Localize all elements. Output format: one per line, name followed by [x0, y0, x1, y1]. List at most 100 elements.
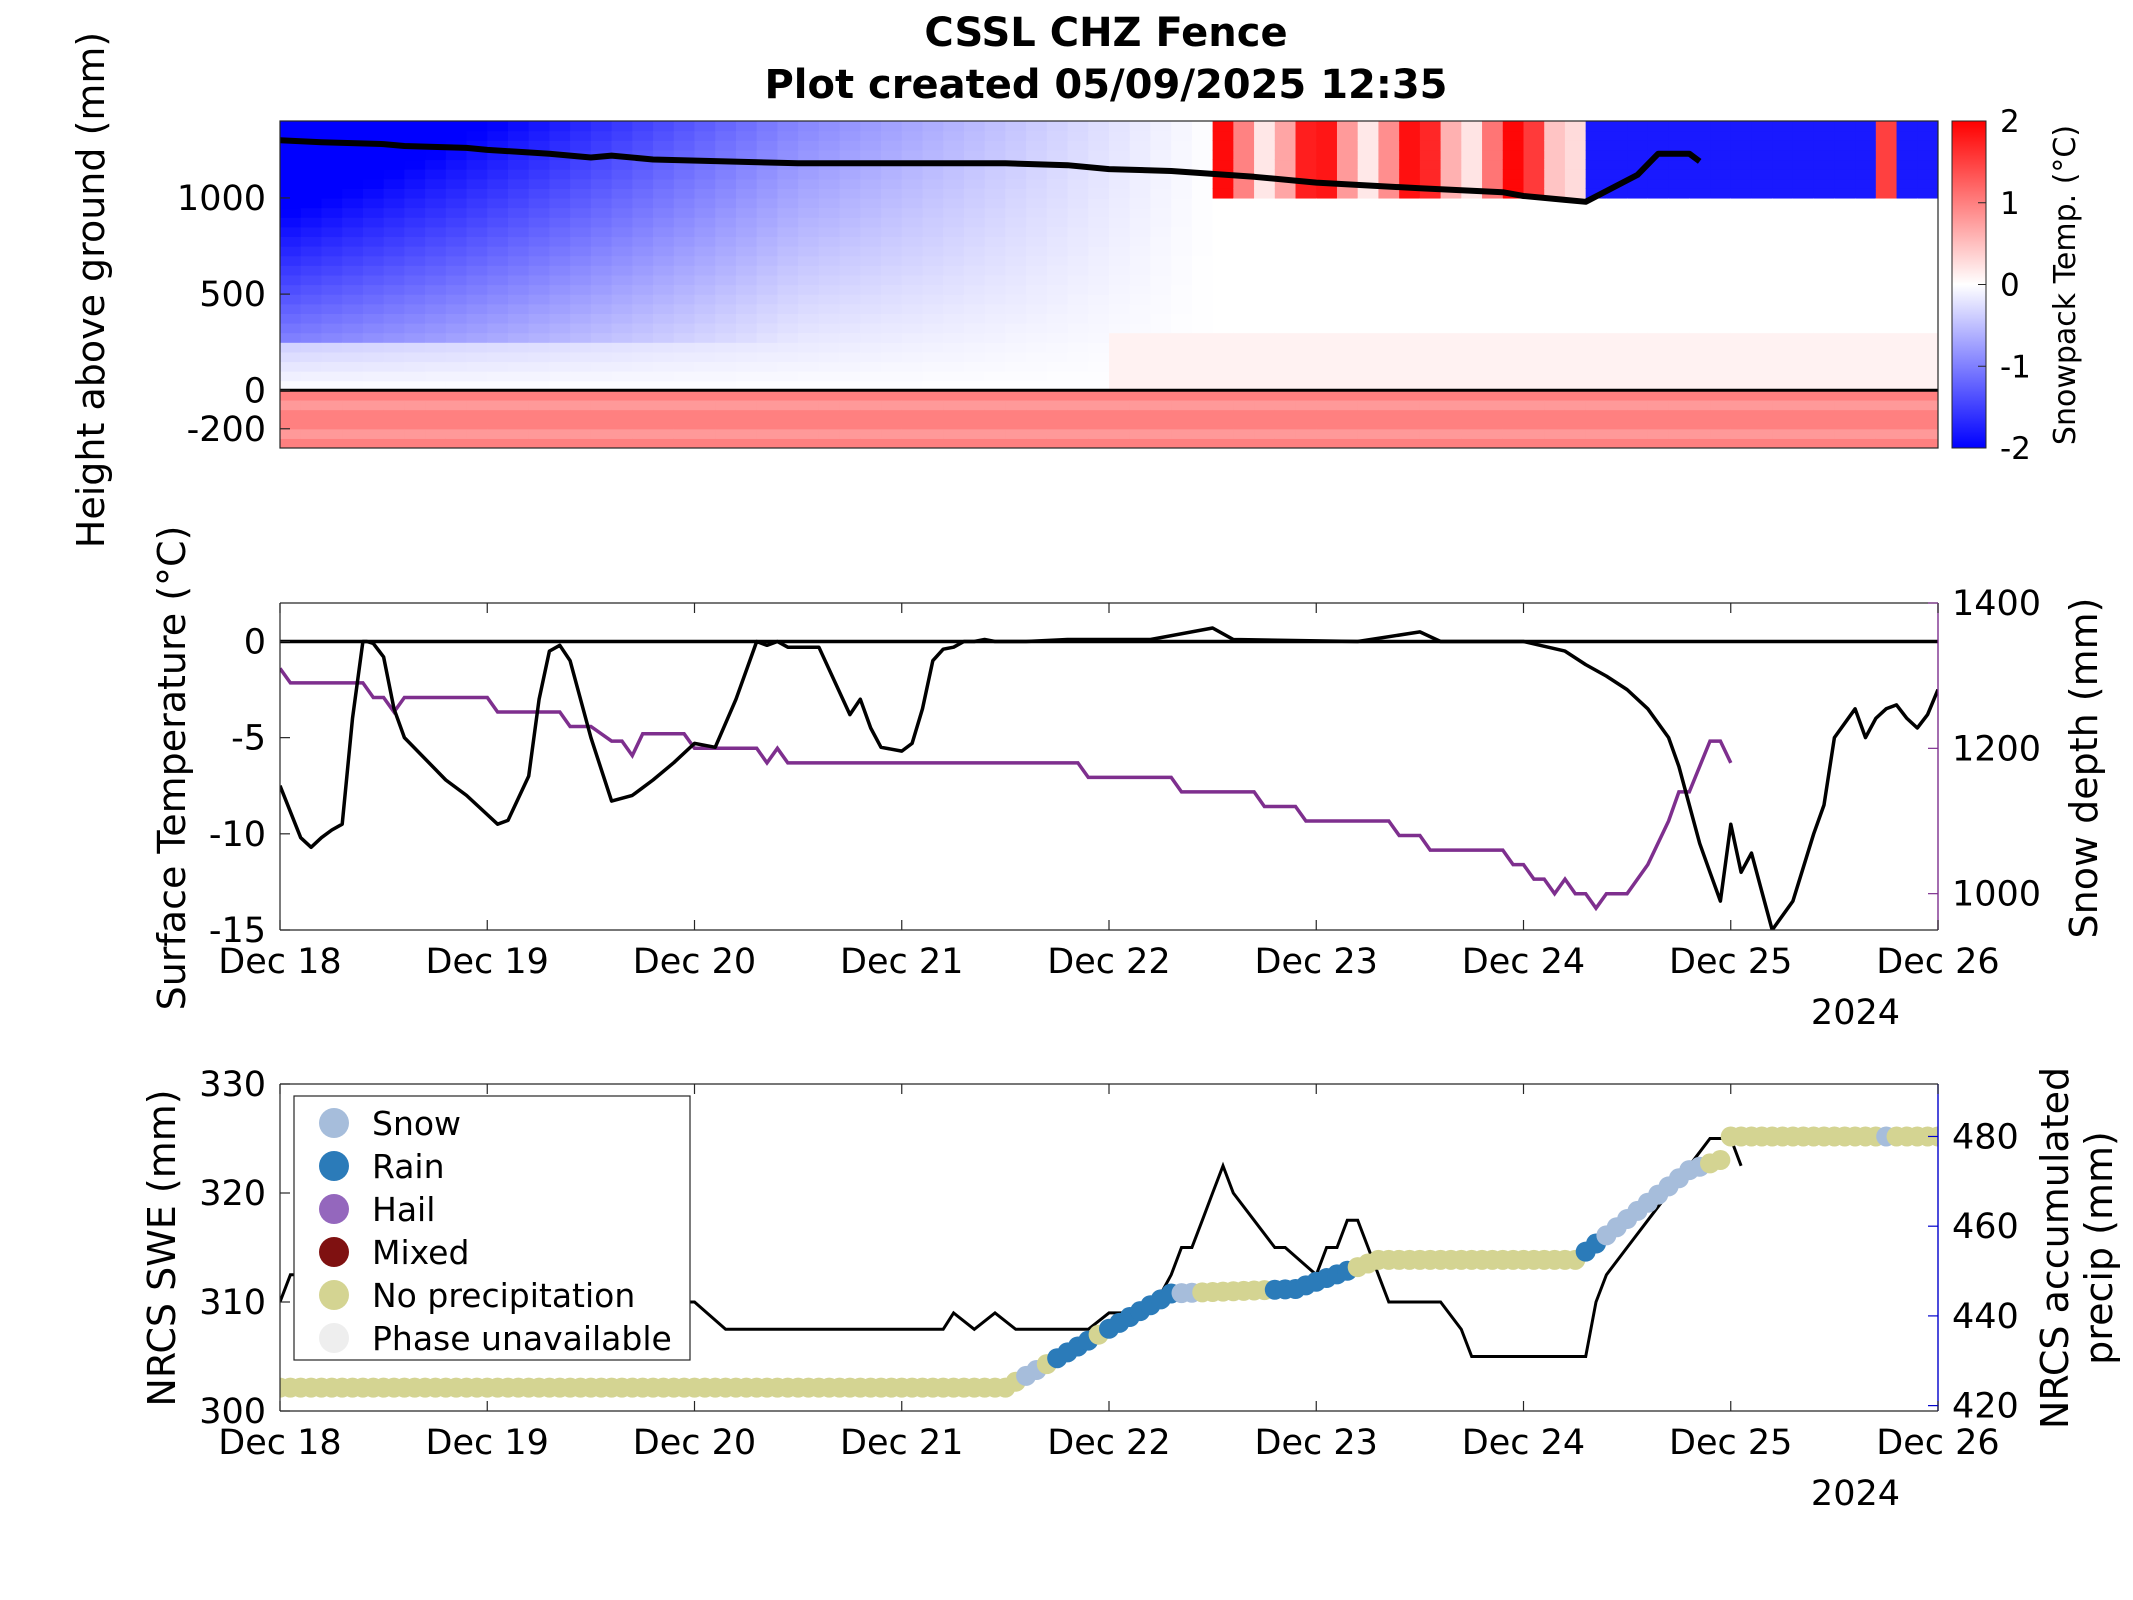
heatmap-cell [777, 130, 799, 141]
heatmap-cell [1088, 236, 1110, 247]
heatmap-cell [901, 361, 924, 372]
heatmap-cell [1627, 159, 1649, 170]
heatmap-cell [570, 217, 592, 228]
heatmap-cell [1772, 274, 1794, 286]
heatmap-cell [1544, 265, 1566, 276]
heatmap-cell [777, 217, 799, 228]
heatmap-cell [798, 207, 820, 218]
heatmap-cell [1336, 169, 1359, 180]
heatmap-cell [881, 371, 903, 382]
heatmap-cell [1585, 380, 1607, 391]
heatmap-cell [300, 265, 323, 276]
heatmap-cell [1191, 322, 1214, 334]
heatmap-cell [1482, 149, 1504, 161]
heatmap-cell [798, 303, 820, 314]
heatmap-cell [818, 342, 841, 353]
heatmap-cell [881, 351, 903, 363]
heatmap-cell [466, 246, 488, 257]
heatmap-cell [984, 236, 1006, 247]
heatmap-cell [1627, 351, 1649, 363]
heatmap-cell [549, 169, 571, 180]
heatmap-cell [1585, 197, 1607, 209]
heatmap-cell [1730, 342, 1753, 353]
heatmap-cell [798, 236, 820, 247]
heatmap-cell [362, 255, 385, 266]
heatmap-cell [383, 159, 405, 170]
heatmap-cell [1627, 399, 1649, 411]
heatmap-cell [590, 178, 613, 189]
heatmap-cell [611, 390, 633, 401]
heatmap-cell [1419, 332, 1442, 343]
heatmap-cell [549, 140, 571, 151]
heatmap-cell [1357, 390, 1380, 401]
heatmap-cell [1212, 159, 1234, 170]
heatmap-cell [1564, 246, 1587, 257]
heatmap-cell [1606, 140, 1628, 151]
heatmap-cell [1564, 294, 1587, 305]
heatmap-cell [1088, 140, 1110, 151]
x-tick-label: Dec 24 [1462, 942, 1585, 982]
heatmap-cell [694, 236, 716, 247]
heatmap-cell [1502, 371, 1525, 382]
heatmap-cell [881, 226, 903, 238]
heatmap-cell [1834, 351, 1856, 363]
heatmap-cell [1357, 313, 1380, 324]
heatmap-cell [570, 130, 592, 141]
heatmap-cell [383, 361, 405, 372]
heatmap-cell [1502, 140, 1525, 151]
heatmap-cell [694, 390, 716, 401]
heatmap-cell [694, 371, 716, 382]
heatmap-cell [1772, 322, 1794, 334]
heatmap-cell [383, 246, 405, 257]
heatmap-cell [653, 419, 675, 430]
heatmap-cell [1316, 322, 1338, 334]
heatmap-cell [1233, 322, 1255, 334]
heatmap-cell [1129, 371, 1152, 382]
heatmap-cell [425, 380, 447, 391]
heatmap-cell [321, 303, 343, 314]
heatmap-cell [1129, 399, 1152, 411]
heatmap-cell [1917, 419, 1938, 430]
heatmap-cell [777, 236, 799, 247]
heatmap-cell [798, 246, 820, 257]
heatmap-cell [777, 371, 799, 382]
heatmap-cell [1254, 217, 1276, 228]
heatmap-cell [1585, 303, 1607, 314]
heatmap-cell [1419, 419, 1442, 430]
heatmap-cell [1792, 130, 1815, 141]
heatmap-cell [1751, 236, 1773, 247]
heatmap-cell [321, 332, 343, 343]
heatmap-cell [445, 226, 468, 238]
heatmap-cell [922, 371, 944, 382]
heatmap-cell [1088, 419, 1110, 430]
heatmap-cell [1502, 265, 1525, 276]
heatmap-cell [445, 274, 468, 286]
heatmap-cell [466, 428, 488, 439]
heatmap-cell [549, 351, 571, 363]
heatmap-cell [1191, 294, 1214, 305]
heatmap-cell [984, 121, 1006, 132]
heatmap-cell [1564, 284, 1587, 295]
heatmap-cell [756, 399, 778, 411]
heatmap-cell [1875, 322, 1898, 334]
heatmap-cell [1668, 322, 1690, 334]
heatmap-cell [280, 294, 302, 305]
heatmap-cell [756, 246, 778, 257]
heatmap-cell [1378, 121, 1400, 132]
heatmap-cell [1233, 351, 1255, 363]
heatmap-cell [984, 217, 1006, 228]
heatmap-cell [818, 255, 841, 266]
heatmap-cell [1772, 332, 1794, 343]
heatmap-cell [1419, 409, 1442, 420]
heatmap-cell [1399, 197, 1421, 209]
heatmap-cell [1171, 274, 1193, 286]
heatmap-cell [818, 236, 841, 247]
heatmap-cell [342, 169, 364, 180]
heatmap-cell [487, 149, 509, 161]
heatmap-cell [280, 226, 302, 238]
heatmap-cell [280, 255, 302, 266]
heatmap-cell [1647, 140, 1670, 151]
heatmap-cell [818, 140, 841, 151]
heatmap-cell [1772, 226, 1794, 238]
